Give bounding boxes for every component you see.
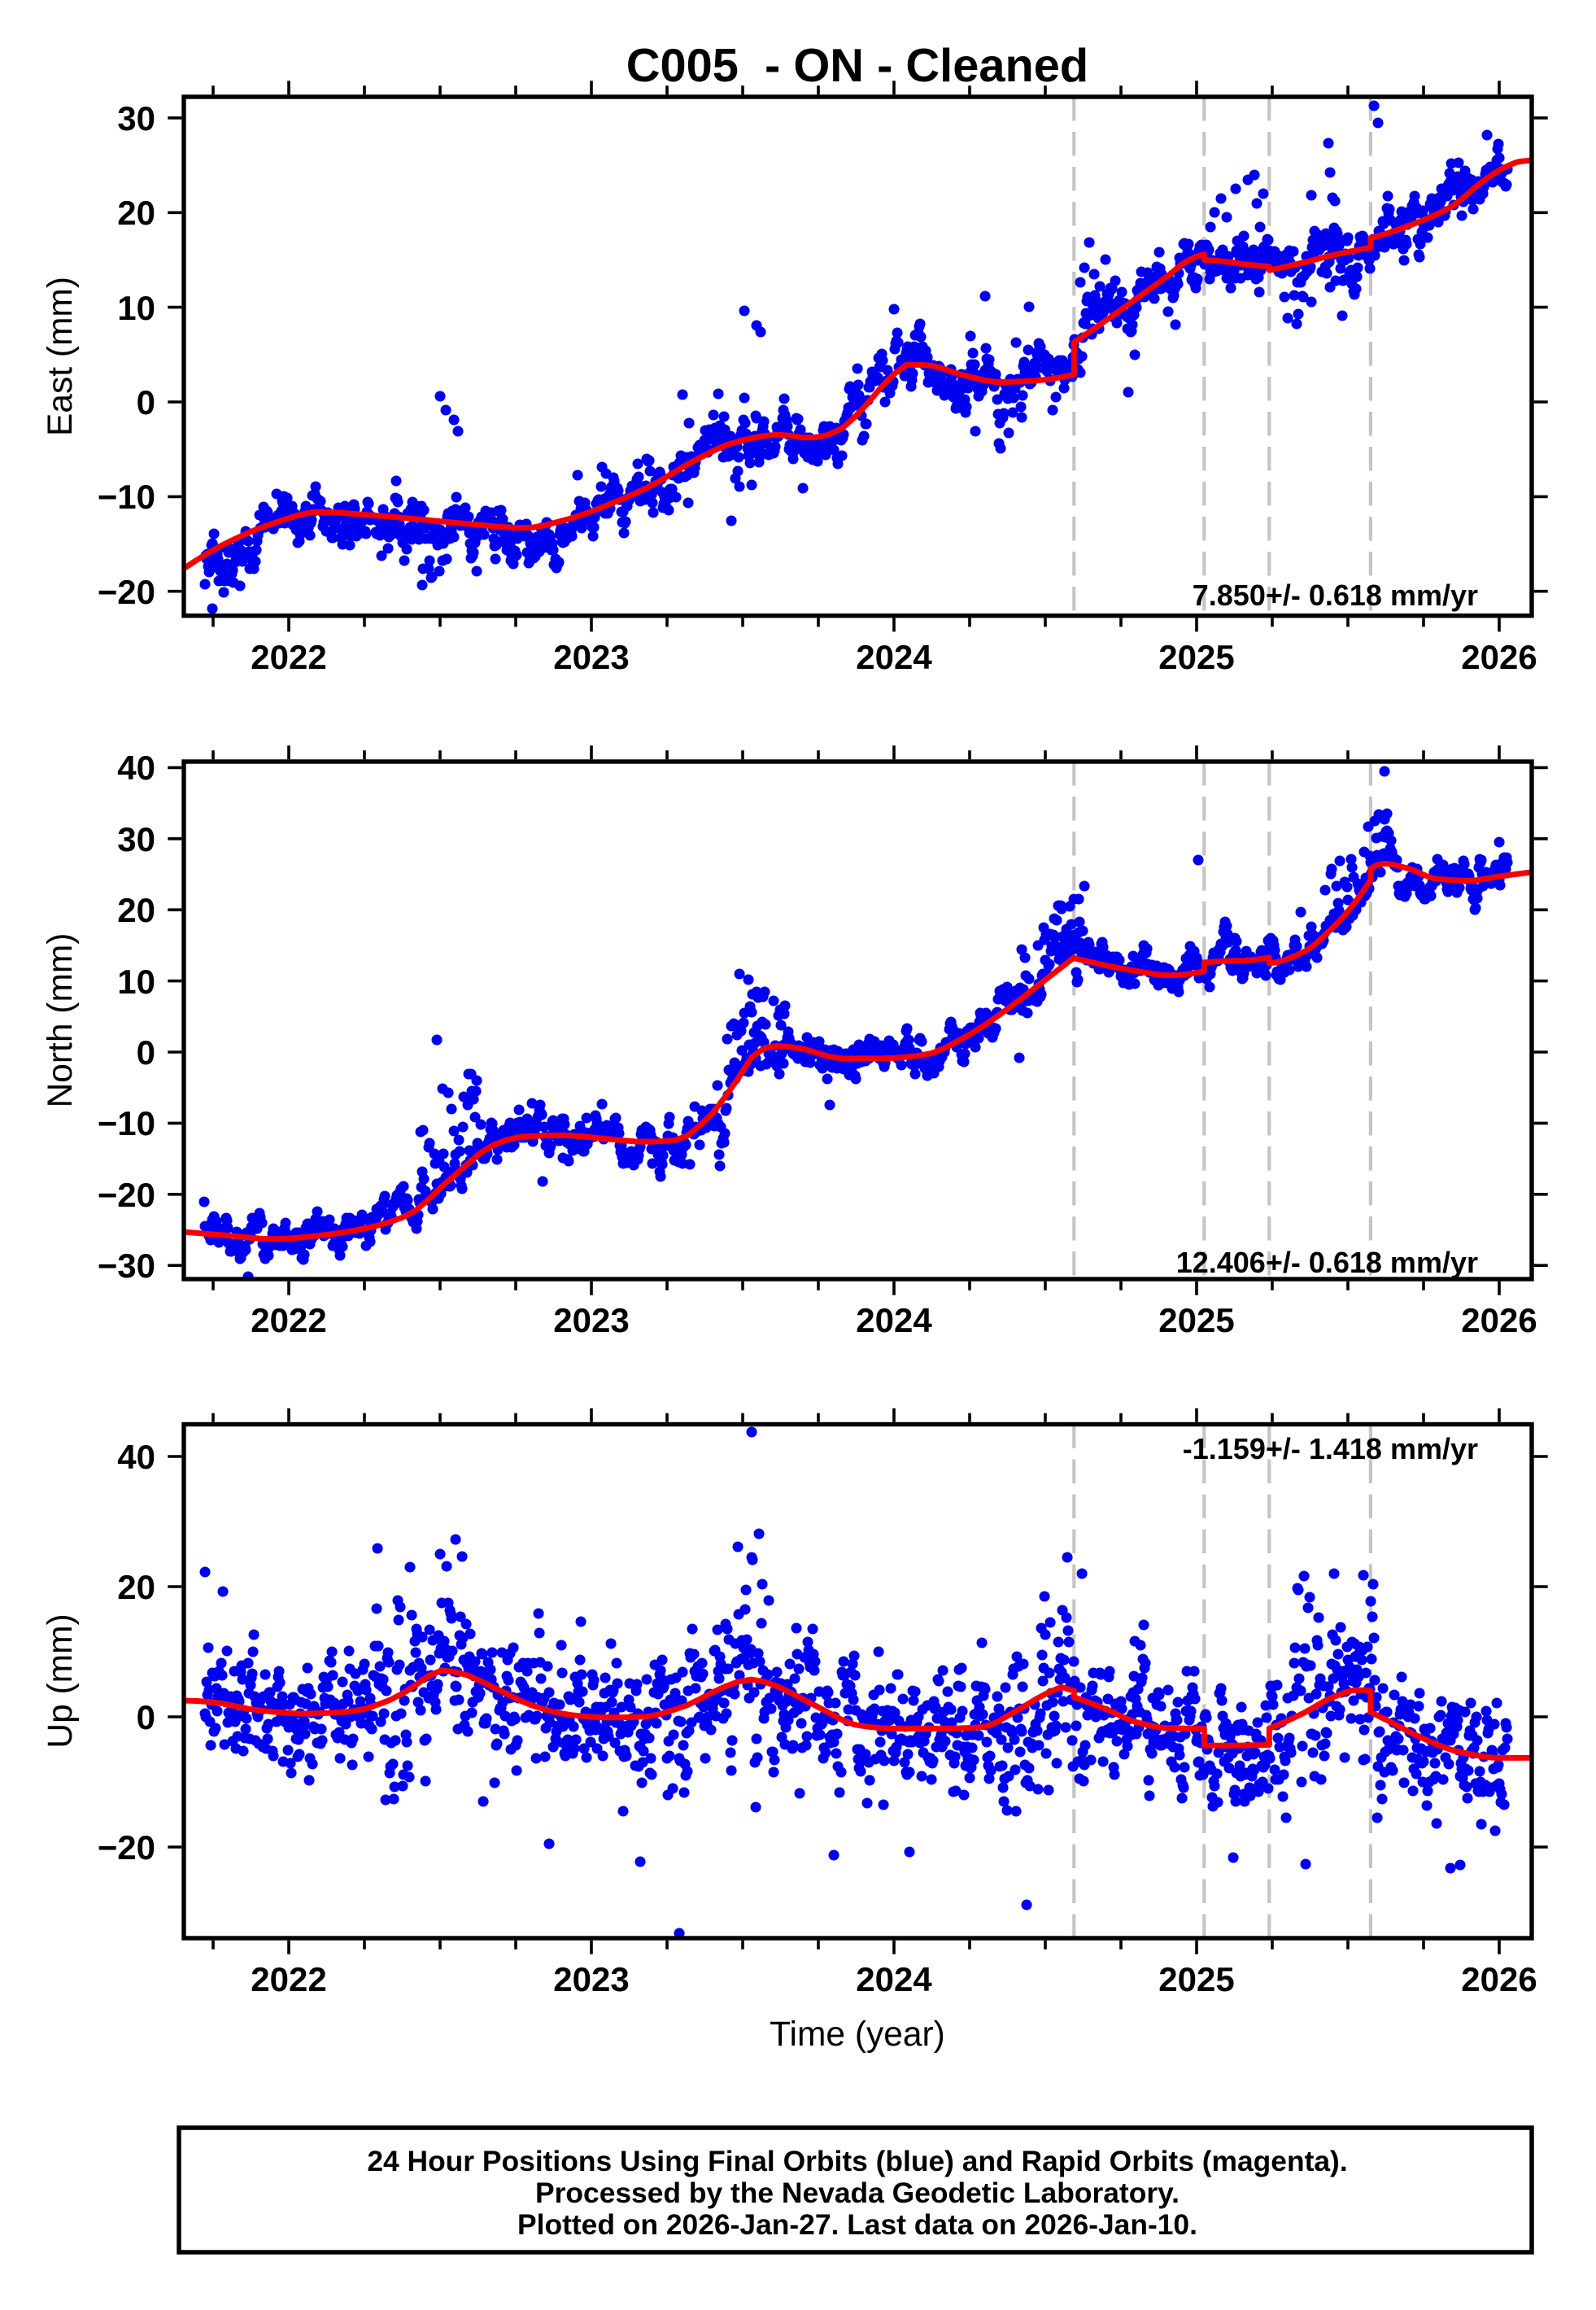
svg-text:30: 30 bbox=[117, 820, 155, 858]
svg-text:Time (year): Time (year) bbox=[770, 2015, 945, 2054]
svg-text:2023: 2023 bbox=[553, 1301, 629, 1339]
svg-text:-1.159+/- 1.418 mm/yr: -1.159+/- 1.418 mm/yr bbox=[1183, 1432, 1478, 1465]
svg-text:East (mm): East (mm) bbox=[41, 277, 80, 436]
svg-text:−20: −20 bbox=[98, 1176, 155, 1214]
svg-text:30: 30 bbox=[117, 99, 155, 138]
svg-text:−20: −20 bbox=[98, 573, 155, 611]
svg-text:2025: 2025 bbox=[1158, 1960, 1234, 1998]
svg-text:0: 0 bbox=[137, 1698, 155, 1736]
svg-text:−30: −30 bbox=[98, 1247, 155, 1285]
svg-text:2023: 2023 bbox=[553, 638, 629, 676]
svg-text:North (mm): North (mm) bbox=[41, 933, 80, 1108]
svg-text:2026: 2026 bbox=[1461, 638, 1537, 676]
svg-text:2022: 2022 bbox=[251, 638, 326, 676]
svg-text:−10: −10 bbox=[98, 1104, 155, 1142]
svg-text:2024: 2024 bbox=[856, 1960, 932, 1998]
svg-text:10: 10 bbox=[117, 289, 155, 327]
svg-text:12.406+/- 0.618 mm/yr: 12.406+/- 0.618 mm/yr bbox=[1176, 1246, 1478, 1279]
svg-text:2022: 2022 bbox=[251, 1301, 326, 1339]
svg-text:Up (mm): Up (mm) bbox=[41, 1614, 80, 1748]
svg-text:40: 40 bbox=[117, 749, 155, 787]
svg-text:Plotted on 2026-Jan-27. Last d: Plotted on 2026-Jan-27. Last data on 202… bbox=[517, 2208, 1197, 2241]
svg-text:10: 10 bbox=[117, 963, 155, 1001]
svg-text:24 Hour Positions Using Final: 24 Hour Positions Using Final Orbits (bl… bbox=[367, 2145, 1347, 2177]
svg-text:20: 20 bbox=[117, 891, 155, 929]
svg-text:−20: −20 bbox=[98, 1828, 155, 1867]
svg-text:0: 0 bbox=[137, 383, 155, 421]
svg-text:20: 20 bbox=[117, 1568, 155, 1606]
svg-text:2023: 2023 bbox=[553, 1960, 629, 1998]
svg-text:2024: 2024 bbox=[856, 1301, 932, 1339]
svg-text:−10: −10 bbox=[98, 478, 155, 516]
svg-text:2025: 2025 bbox=[1158, 1301, 1234, 1339]
svg-text:0: 0 bbox=[137, 1033, 155, 1072]
svg-text:7.850+/- 0.618 mm/yr: 7.850+/- 0.618 mm/yr bbox=[1193, 579, 1478, 612]
svg-text:2024: 2024 bbox=[856, 638, 932, 676]
svg-text:20: 20 bbox=[117, 194, 155, 232]
svg-text:Processed by the Nevada Geodet: Processed by the Nevada Geodetic Laborat… bbox=[535, 2177, 1180, 2209]
svg-text:C005 - ON - Cleaned: C005 - ON - Cleaned bbox=[626, 40, 1089, 92]
svg-text:40: 40 bbox=[117, 1438, 155, 1476]
svg-text:2022: 2022 bbox=[251, 1960, 326, 1998]
svg-text:2025: 2025 bbox=[1158, 638, 1234, 676]
svg-text:2026: 2026 bbox=[1461, 1301, 1537, 1339]
svg-text:2026: 2026 bbox=[1461, 1960, 1537, 1998]
